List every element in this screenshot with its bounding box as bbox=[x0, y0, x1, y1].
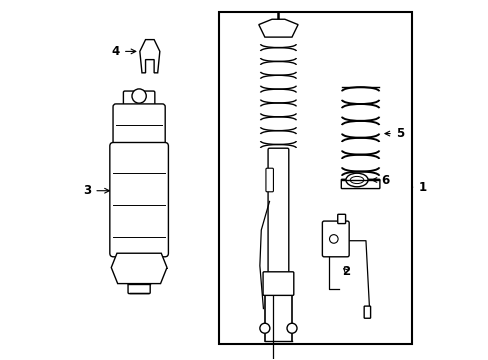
FancyBboxPatch shape bbox=[322, 221, 348, 257]
Ellipse shape bbox=[345, 173, 367, 187]
Text: 3: 3 bbox=[83, 184, 109, 197]
FancyBboxPatch shape bbox=[123, 91, 155, 110]
Circle shape bbox=[132, 89, 146, 103]
FancyBboxPatch shape bbox=[113, 104, 165, 151]
FancyBboxPatch shape bbox=[337, 214, 345, 224]
Polygon shape bbox=[258, 19, 298, 37]
Circle shape bbox=[286, 323, 296, 333]
FancyBboxPatch shape bbox=[265, 168, 273, 192]
FancyBboxPatch shape bbox=[364, 306, 370, 318]
Text: 6: 6 bbox=[371, 174, 388, 186]
Bar bbox=[219, 12, 411, 344]
FancyBboxPatch shape bbox=[341, 179, 379, 189]
FancyBboxPatch shape bbox=[110, 143, 168, 257]
Circle shape bbox=[259, 323, 269, 333]
FancyBboxPatch shape bbox=[267, 148, 288, 274]
Polygon shape bbox=[111, 253, 166, 284]
Text: 1: 1 bbox=[411, 181, 426, 194]
Text: 5: 5 bbox=[384, 127, 403, 140]
FancyBboxPatch shape bbox=[263, 272, 293, 296]
FancyBboxPatch shape bbox=[128, 283, 150, 294]
Polygon shape bbox=[140, 40, 160, 73]
Circle shape bbox=[329, 235, 337, 243]
Ellipse shape bbox=[349, 176, 363, 184]
Text: 4: 4 bbox=[112, 45, 136, 58]
Text: 2: 2 bbox=[342, 265, 350, 278]
